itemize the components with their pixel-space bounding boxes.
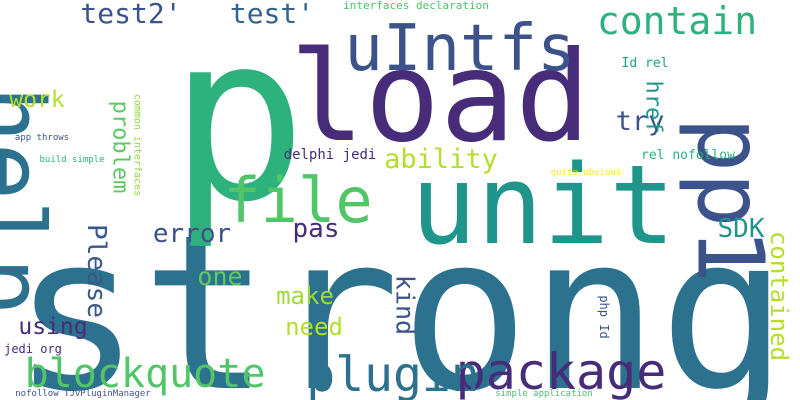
cloud-word: simple application [495, 389, 593, 399]
cloud-word: uIntfs [344, 12, 575, 86]
cloud-word: Id rel [622, 56, 669, 71]
cloud-word: file [223, 164, 372, 237]
cloud-word: Please [81, 224, 111, 318]
cloud-word: quite obvious [551, 168, 621, 178]
cloud-word: href [641, 81, 666, 134]
cloud-word: contained [765, 231, 793, 361]
cloud-word: using [18, 314, 87, 340]
cloud-word: test' [230, 0, 314, 30]
cloud-word: app throws [15, 133, 69, 143]
cloud-word: interfaces declaration [343, 0, 489, 12]
cloud-word: ability [384, 144, 498, 175]
cloud-word: blockquote [25, 351, 266, 397]
cloud-word: error [153, 219, 231, 249]
cloud-word: package [456, 343, 667, 400]
cloud-word: load [289, 25, 590, 170]
cloud-word: one [197, 262, 242, 291]
cloud-word: problem [108, 101, 133, 194]
cloud-word: kind [391, 275, 420, 335]
cloud-word: SDK [718, 214, 765, 244]
cloud-word: strong [12, 188, 789, 400]
cloud-word: help [0, 86, 63, 315]
cloud-word: test2' [80, 0, 181, 30]
cloud-word: build simple [39, 155, 104, 165]
cloud-word: p [169, 0, 307, 253]
cloud-word: plugin [306, 347, 479, 400]
cloud-word: jedi org [4, 342, 62, 356]
cloud-word: nofollow TJvPluginManager [15, 389, 151, 399]
cloud-word: need [285, 313, 343, 341]
cloud-word: common interfaces [132, 94, 143, 196]
cloud-word: rel nofollow [641, 148, 735, 163]
cloud-word: make [276, 282, 334, 310]
cloud-word: pp1 [677, 117, 784, 283]
cloud-word: contain [597, 0, 757, 43]
cloud-word: pas [293, 214, 340, 244]
cloud-word: try [616, 106, 665, 137]
cloud-word: php Id [597, 295, 611, 338]
cloud-word: delphi jedi [284, 147, 377, 163]
cloud-word: unit [411, 141, 676, 269]
cloud-word: work [9, 87, 65, 113]
